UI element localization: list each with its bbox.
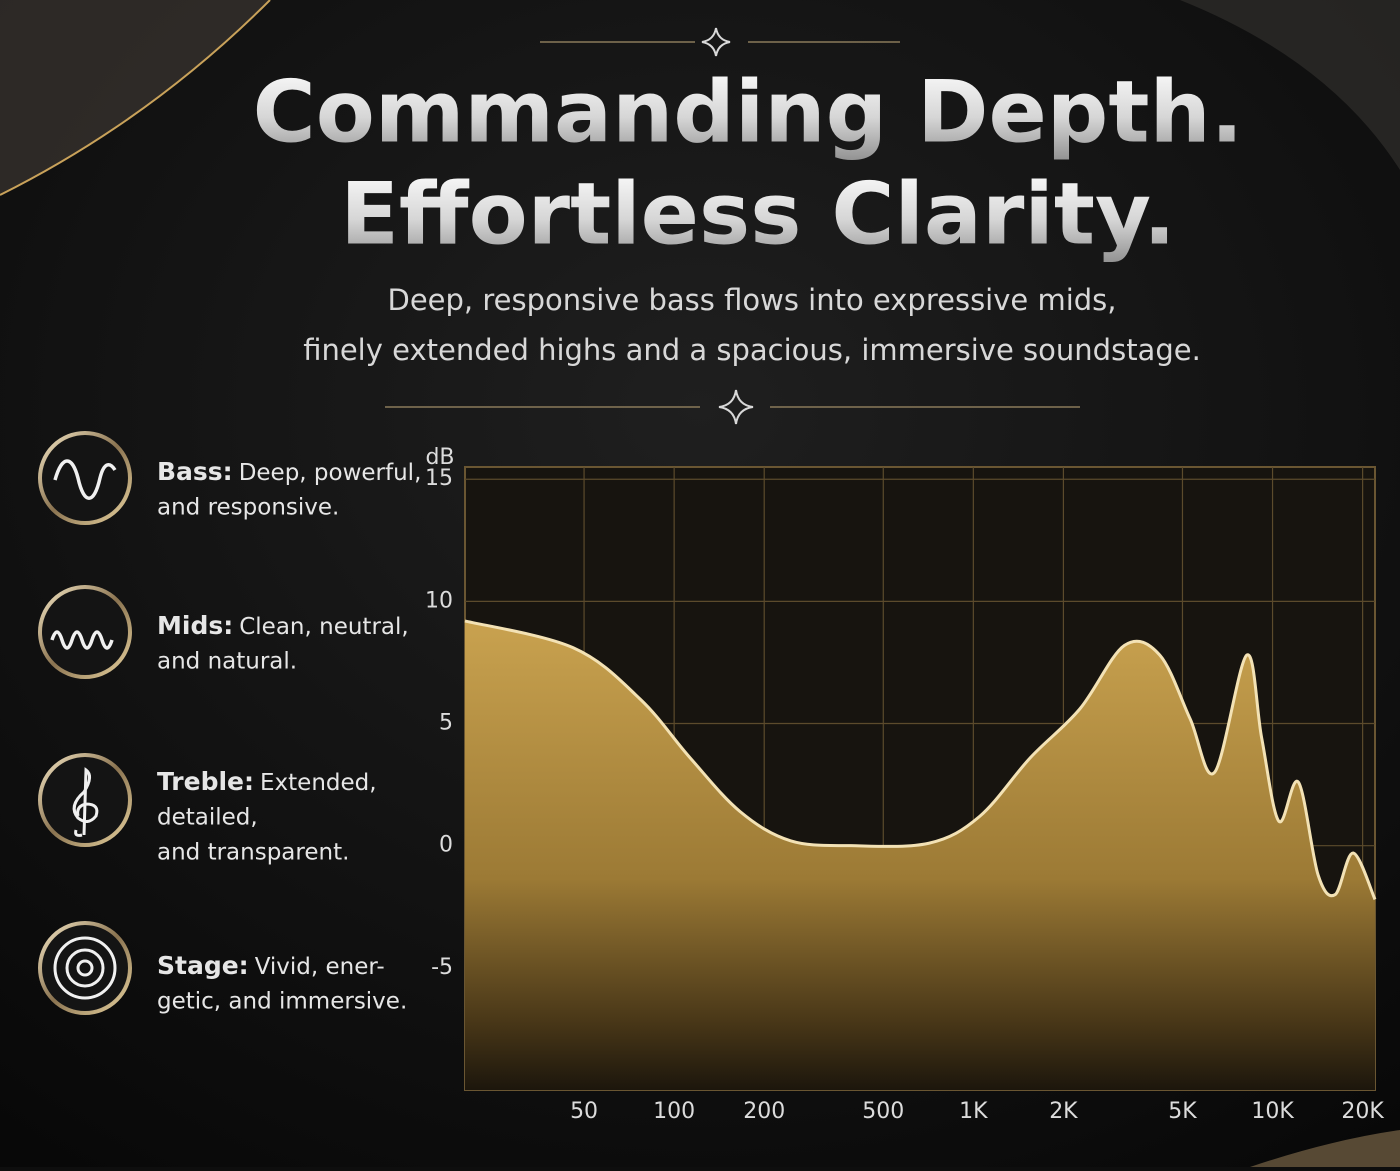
feature-line: Clean, neutral, <box>239 614 408 640</box>
subtitle: Deep, responsive bass flows into express… <box>387 283 1116 317</box>
title: Commanding Depth. <box>253 62 1244 162</box>
feature-text: Bass: Deep, powerful, <box>157 457 421 486</box>
feature-text: Treble: Extended, <box>157 767 377 796</box>
star <box>701 27 731 57</box>
feature-line: Extended, <box>260 770 377 796</box>
feature-text: getic, and immersive. <box>157 989 407 1015</box>
x-tick-label: 500 <box>862 1099 904 1124</box>
feature-label: Stage: <box>157 951 249 980</box>
feature-text: and natural. <box>157 649 297 675</box>
line <box>464 619 1377 901</box>
x-tick-label: 20K <box>1341 1099 1384 1124</box>
y-tick-label: -5 <box>431 955 453 980</box>
icon-bass <box>38 431 132 525</box>
divider <box>385 41 1080 408</box>
x-tick-label: 50 <box>570 1099 598 1124</box>
y-tick-label: 15 <box>425 466 453 491</box>
star <box>718 389 754 425</box>
title: Effortless Clarity. <box>340 164 1176 264</box>
corner-decor <box>1250 1130 1400 1167</box>
feature-label: Treble: <box>157 767 254 796</box>
feature-text: detailed, <box>157 805 258 831</box>
y-tick-label: 5 <box>439 711 453 736</box>
feature-text: and responsive. <box>157 495 339 521</box>
x-tick-label: 1K <box>959 1099 988 1124</box>
icon-treble <box>38 753 132 847</box>
subtitle: finely extended highs and a spacious, im… <box>303 333 1201 367</box>
feature-label: Bass: <box>157 457 233 486</box>
x-tick-label: 5K <box>1168 1099 1197 1124</box>
chart: -5 0 5 10 15 50 100 200 500 1K 2K 5K 10K 20K dB <box>425 445 1384 1124</box>
y-tick-label: 0 <box>439 833 453 858</box>
area <box>465 620 1375 1090</box>
feature-label: Mids: <box>157 611 233 640</box>
corner-decor <box>0 0 270 195</box>
icon-stage <box>38 921 132 1015</box>
x-tick-label: 200 <box>743 1099 785 1124</box>
feature-line: Vivid, ener- <box>255 954 385 980</box>
corner-decor <box>1180 0 1400 170</box>
x-tick-label: 100 <box>653 1099 695 1124</box>
x-tick-label: 2K <box>1049 1099 1078 1124</box>
y-tick-label: 10 <box>425 588 453 613</box>
feature-text: and transparent. <box>157 840 349 866</box>
corner-line <box>0 0 271 196</box>
x-tick-label: 10K <box>1251 1099 1294 1124</box>
feature-line: Deep, powerful, <box>239 460 422 486</box>
feature-text: Mids: Clean, neutral, <box>157 611 409 640</box>
feature-text: Stage: Vivid, ener- <box>157 951 385 980</box>
icon-mids <box>38 585 132 679</box>
y-axis-label: dB <box>425 445 454 470</box>
feature-list: Bass: Deep, powerful, and responsive. Mids:… <box>157 457 421 1015</box>
